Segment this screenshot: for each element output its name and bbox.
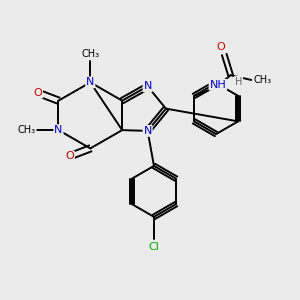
Text: CH₃: CH₃ [254, 75, 272, 85]
Text: N: N [54, 125, 63, 135]
Text: NH: NH [209, 80, 226, 90]
Text: CH₃: CH₃ [81, 49, 99, 59]
Text: H: H [235, 76, 242, 87]
Text: O: O [33, 88, 42, 98]
Text: Cl: Cl [148, 242, 159, 252]
Text: N: N [143, 126, 152, 136]
Text: N: N [143, 81, 152, 91]
Text: CH₃: CH₃ [18, 125, 36, 135]
Text: O: O [217, 42, 225, 52]
Text: N: N [86, 77, 94, 87]
Text: O: O [65, 152, 74, 161]
